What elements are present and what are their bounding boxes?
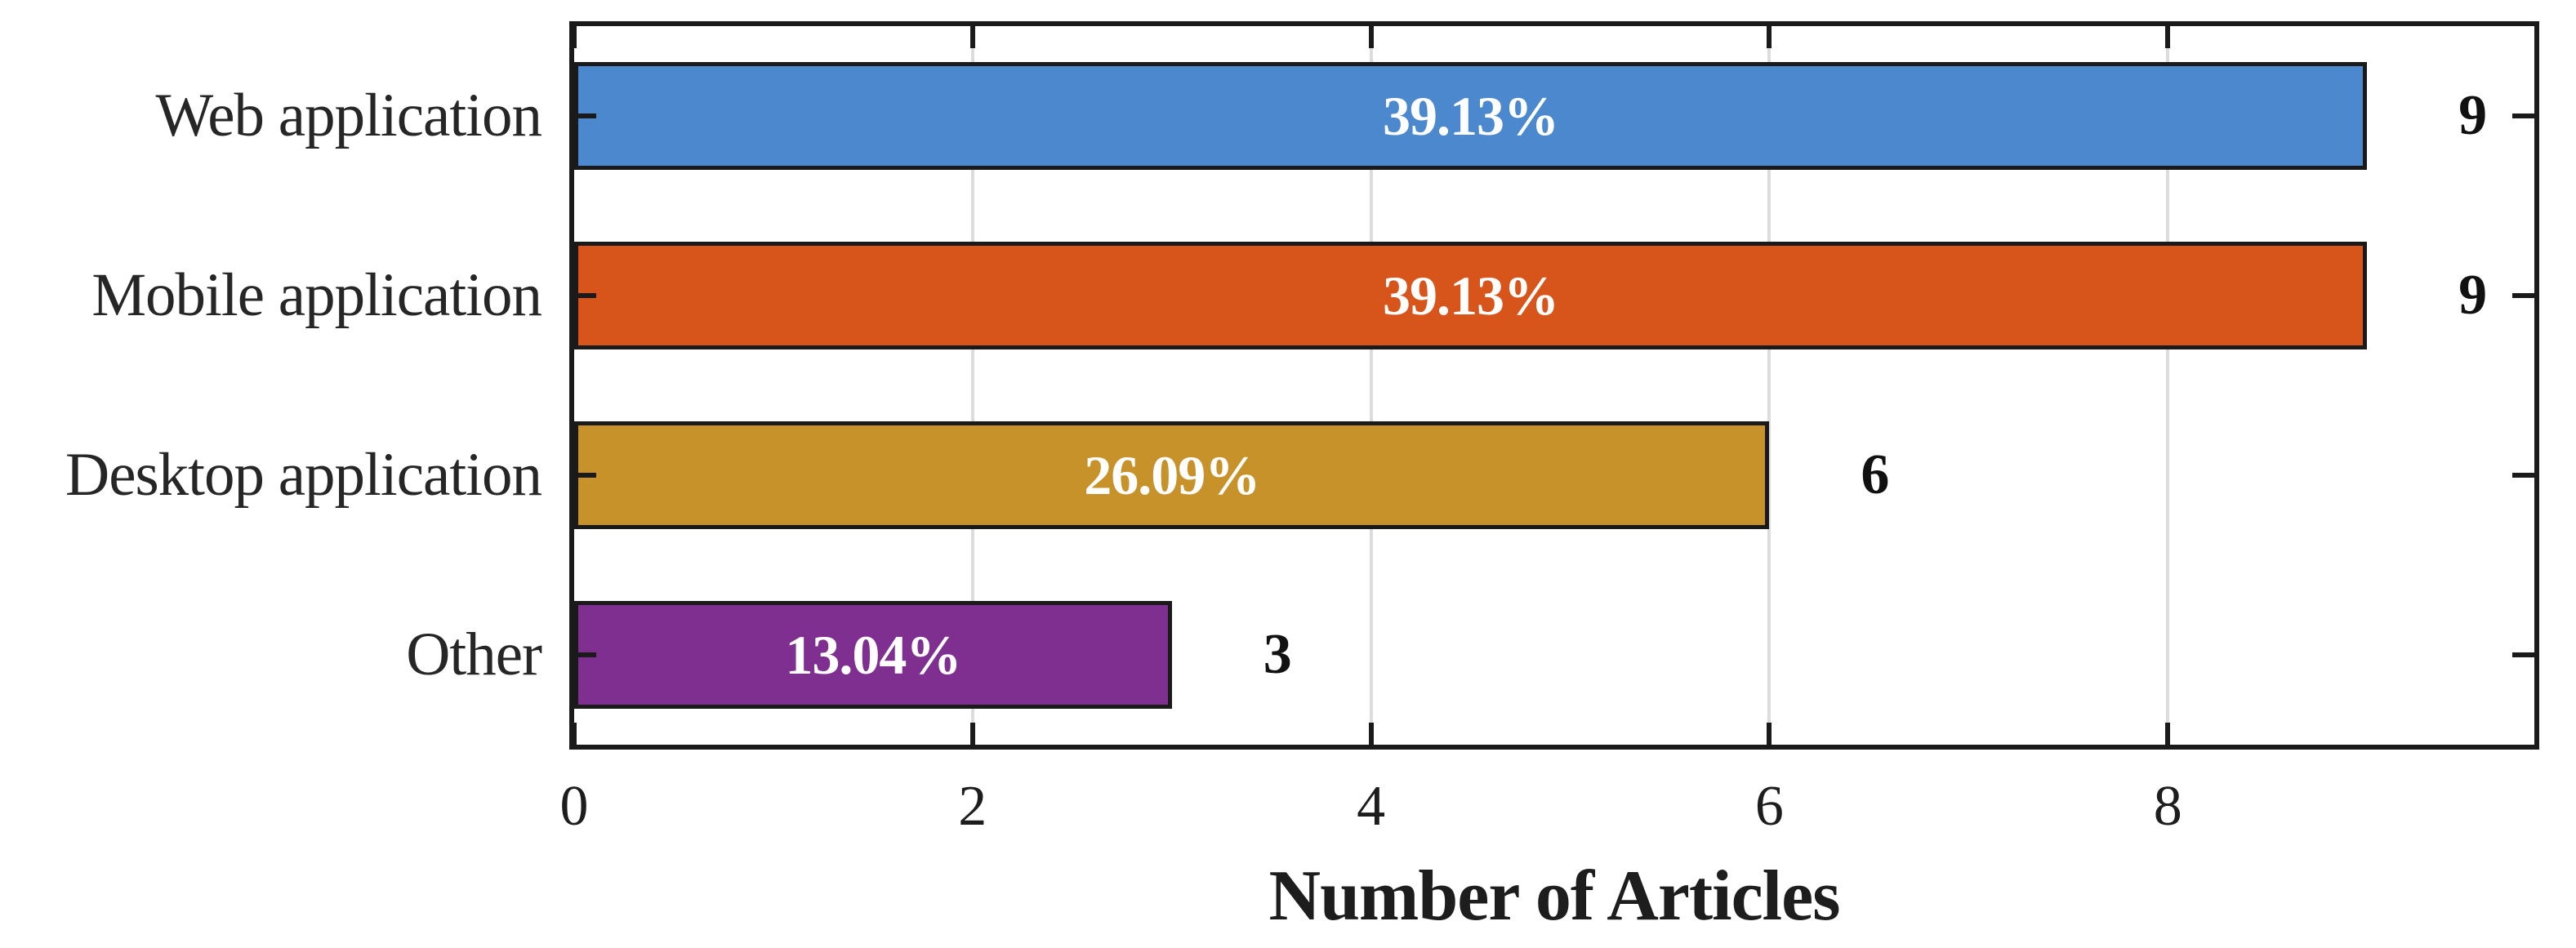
bar-percent-label-other: 13.04% bbox=[785, 623, 961, 686]
bar-count-label-other: 3 bbox=[1263, 623, 1292, 686]
y-axis-label-desktop-application: Desktop application bbox=[65, 441, 542, 509]
plot-area: 39.13% 9 39.13% 9 26.09% 6 13.04% 3 bbox=[569, 21, 2539, 750]
bar-count-label-web-application: 9 bbox=[2458, 84, 2488, 147]
bar-percent-label-mobile-application: 39.13% bbox=[1383, 264, 1559, 327]
x-tick-bottom-8 bbox=[2165, 723, 2171, 745]
y-tick-right-other bbox=[2512, 652, 2534, 657]
bar-desktop-application: 26.09% bbox=[574, 421, 1770, 529]
y-tick-left-mobile-application bbox=[574, 293, 596, 298]
y-tick-left-other bbox=[574, 652, 596, 657]
y-axis-label-web-application: Web application bbox=[155, 82, 542, 149]
gridline-x-4 bbox=[1369, 26, 1373, 745]
bar-web-application: 39.13% bbox=[574, 62, 2368, 170]
gridline-x-2 bbox=[970, 26, 974, 745]
x-tick-label-2: 2 bbox=[958, 775, 987, 838]
x-tick-label-4: 4 bbox=[1357, 775, 1386, 838]
x-tick-top-2 bbox=[969, 26, 975, 48]
gridline-x-8 bbox=[2166, 26, 2170, 745]
x-tick-label-6: 6 bbox=[1754, 775, 1784, 838]
y-axis-label-other: Other bbox=[406, 621, 542, 688]
bar-percent-label-web-application: 39.13% bbox=[1383, 84, 1559, 147]
x-tick-top-0 bbox=[572, 26, 577, 48]
x-tick-bottom-6 bbox=[1767, 723, 1772, 745]
x-tick-label-0: 0 bbox=[559, 775, 589, 838]
y-tick-left-desktop-application bbox=[574, 473, 596, 478]
x-tick-top-6 bbox=[1767, 26, 1772, 48]
y-axis-category-labels: Web application Mobile application Desktop… bbox=[0, 26, 542, 745]
x-tick-bottom-0 bbox=[572, 723, 577, 745]
y-tick-right-web-application bbox=[2512, 113, 2534, 118]
bar-other: 13.04% bbox=[574, 601, 1172, 709]
y-tick-left-web-application bbox=[574, 113, 596, 118]
x-tick-bottom-4 bbox=[1368, 723, 1374, 745]
gridline-x-6 bbox=[1767, 26, 1772, 745]
y-tick-right-mobile-application bbox=[2512, 293, 2534, 298]
x-tick-bottom-2 bbox=[969, 723, 975, 745]
bar-count-label-desktop-application: 6 bbox=[1861, 443, 1890, 506]
bar-count-label-mobile-application: 9 bbox=[2458, 264, 2488, 327]
bar-mobile-application: 39.13% bbox=[574, 242, 2368, 349]
y-tick-right-desktop-application bbox=[2512, 473, 2534, 478]
x-axis-title: Number of Articles bbox=[1268, 857, 1841, 936]
bar-percent-label-desktop-application: 26.09% bbox=[1084, 443, 1260, 506]
x-tick-label-8: 8 bbox=[2153, 775, 2182, 838]
x-tick-top-4 bbox=[1368, 26, 1374, 48]
y-axis-label-mobile-application: Mobile application bbox=[91, 261, 542, 329]
x-tick-top-8 bbox=[2165, 26, 2171, 48]
